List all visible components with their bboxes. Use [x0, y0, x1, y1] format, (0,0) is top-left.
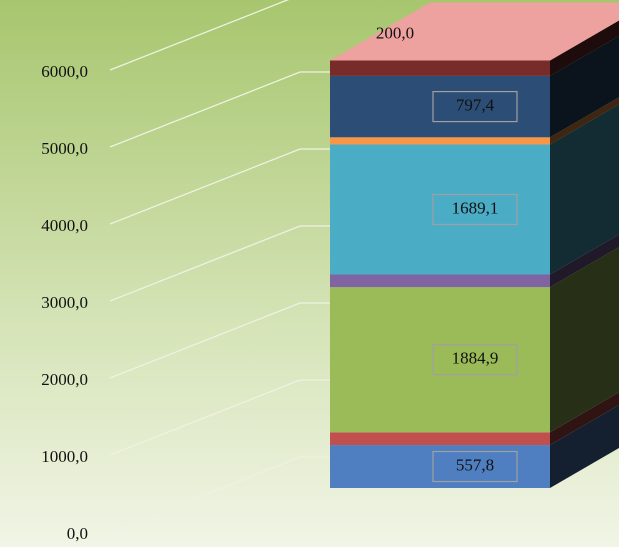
y-tick-label: 4000,0	[41, 216, 88, 235]
bar-segment-side	[550, 97, 619, 145]
y-tick-label: 0,0	[67, 524, 88, 543]
bar-segment	[330, 432, 550, 446]
data-label: 1689,1	[452, 198, 499, 217]
bar-segment	[330, 75, 550, 138]
data-label-box	[432, 344, 518, 376]
data-label-box	[432, 450, 518, 483]
bar-segment-side	[550, 104, 619, 275]
bar-segment	[330, 137, 550, 145]
y-tick-label: 2000,0	[41, 370, 88, 389]
bar-segment-side	[550, 35, 619, 138]
grid-line	[109, 148, 330, 225]
grid-line	[109, 379, 330, 456]
bar-segment	[330, 445, 550, 488]
data-label: 797,4	[456, 95, 495, 114]
bar-segment-side	[550, 234, 619, 288]
bar-segment-side	[550, 247, 619, 433]
bar-segment-side	[550, 20, 619, 76]
bar-segment-side	[550, 405, 619, 488]
y-tick-label: 5000,0	[41, 139, 88, 158]
bar-segment-side	[550, 392, 619, 446]
data-label: 557,8	[456, 455, 494, 474]
y-tick-label: 6000,0	[41, 62, 88, 81]
grid-line	[109, 302, 330, 379]
bar-segment	[330, 274, 550, 288]
grid-line	[109, 0, 290, 71]
grid-line	[109, 225, 330, 302]
data-label: 200,0	[376, 23, 414, 42]
data-label-box	[432, 193, 518, 226]
grid-line	[109, 456, 330, 533]
y-tick-label: 1000,0	[41, 447, 88, 466]
bar-top	[330, 2, 619, 61]
y-tick-label: 3000,0	[41, 293, 88, 312]
data-label: 1884,9	[452, 349, 499, 368]
grid-line	[109, 71, 330, 148]
bar-segment	[330, 60, 550, 76]
bar-segment	[330, 144, 550, 275]
data-label-box	[432, 90, 518, 123]
bar-segment	[330, 287, 550, 433]
